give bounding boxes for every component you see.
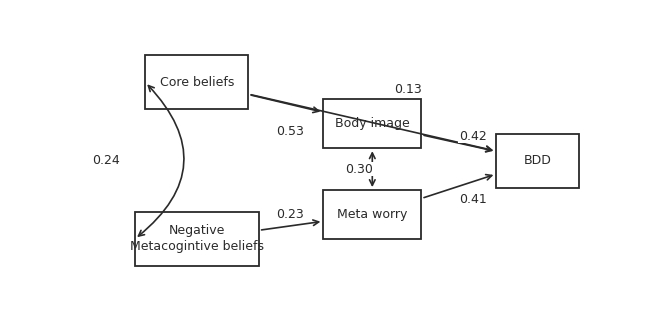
FancyArrowPatch shape: [139, 86, 184, 236]
Text: 0.23: 0.23: [276, 208, 304, 221]
Text: 0.42: 0.42: [459, 130, 487, 142]
FancyBboxPatch shape: [496, 134, 579, 188]
FancyArrowPatch shape: [424, 135, 492, 152]
Text: 0.53: 0.53: [276, 125, 304, 138]
FancyArrowPatch shape: [262, 220, 318, 230]
FancyBboxPatch shape: [323, 190, 422, 239]
FancyArrowPatch shape: [251, 95, 319, 113]
Text: 0.41: 0.41: [459, 193, 487, 206]
FancyBboxPatch shape: [145, 55, 248, 109]
Text: Negative
Metacogintive beliefs: Negative Metacogintive beliefs: [130, 225, 264, 253]
Text: 0.30: 0.30: [346, 163, 374, 176]
Text: Meta worry: Meta worry: [337, 208, 408, 221]
Text: 0.13: 0.13: [394, 83, 422, 96]
FancyArrowPatch shape: [424, 175, 492, 197]
Text: Core beliefs: Core beliefs: [160, 76, 234, 89]
FancyArrowPatch shape: [370, 153, 375, 185]
Text: 0.24: 0.24: [93, 154, 121, 167]
Text: BDD: BDD: [523, 154, 551, 167]
FancyBboxPatch shape: [323, 99, 422, 148]
FancyArrowPatch shape: [251, 95, 492, 151]
FancyBboxPatch shape: [135, 212, 258, 266]
Text: Body image: Body image: [335, 117, 410, 130]
